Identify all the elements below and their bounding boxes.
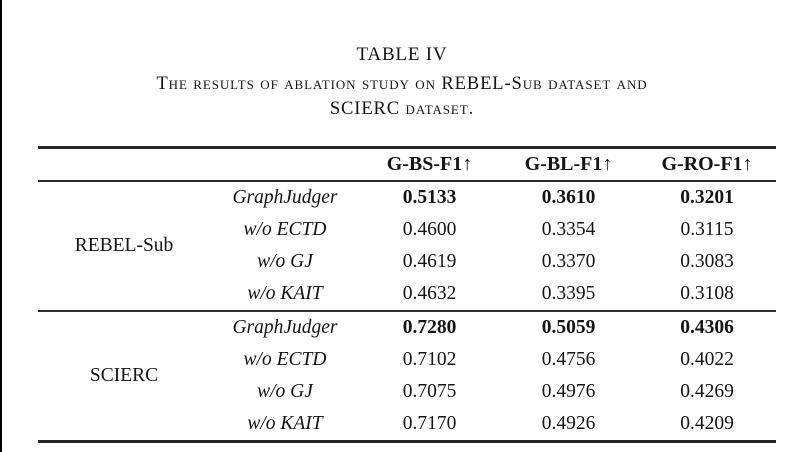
header-bottom-rule	[38, 179, 776, 182]
row-label: w/o KAIT	[247, 283, 323, 304]
metric-value: 0.4022	[680, 349, 734, 370]
metric-value: 0.4269	[680, 381, 734, 402]
metric-value: 0.3115	[680, 219, 734, 240]
metric-value: 0.7102	[402, 349, 457, 370]
metric-value: 0.7170	[402, 413, 457, 434]
row-label: w/o GJ	[257, 251, 313, 272]
metric-value: 0.3610	[541, 187, 596, 208]
metric-value: 0.3354	[541, 219, 596, 240]
table-caption-line1: The results of ablation study on REBEL-S…	[156, 74, 648, 94]
metric-value: 0.3083	[680, 251, 734, 272]
table-caption-line2: SCIERC dataset.	[329, 99, 475, 119]
metric-value: 0.4632	[402, 283, 457, 304]
table-top-rule	[38, 146, 776, 149]
table-number: TABLE IV	[356, 44, 448, 65]
row-label: GraphJudger	[232, 317, 338, 338]
metric-value: 0.4926	[541, 413, 596, 434]
row-label: w/o KAIT	[247, 413, 323, 434]
metric-value: 0.5133	[402, 187, 457, 208]
dataset-label-rebel-sub: REBEL-Sub	[74, 235, 174, 256]
metric-value: 0.3201	[680, 187, 734, 208]
metric-value: 0.4619	[402, 251, 457, 272]
row-label: w/o GJ	[257, 381, 313, 402]
page-left-border	[0, 0, 2, 452]
column-header-gbs-f1: G-BS-F1↑	[386, 152, 473, 175]
metric-value: 0.4209	[680, 413, 734, 434]
metric-value: 0.3370	[541, 251, 596, 272]
metric-value: 0.7075	[402, 381, 457, 402]
metric-value: 0.7280	[402, 317, 457, 338]
metric-value: 0.4756	[541, 349, 596, 370]
table-title-block: TABLE IV The results of ablation study o…	[0, 44, 804, 122]
dataset-label-scierc: SCIERC	[89, 365, 159, 386]
column-header-gbl-f1: G-BL-F1↑	[524, 152, 613, 175]
metric-value: 0.3395	[541, 283, 596, 304]
row-label: w/o ECTD	[243, 219, 327, 240]
row-label: w/o ECTD	[243, 349, 327, 370]
metric-value: 0.3108	[680, 283, 734, 304]
row-label: GraphJudger	[232, 187, 338, 208]
section-scierc: SCIERC GraphJudger 0.7280 0.5059 0.4306 …	[38, 312, 776, 440]
table-caption: The results of ablation study on REBEL-S…	[0, 72, 804, 122]
metric-value: 0.4600	[402, 219, 457, 240]
table-header-row: G-BS-F1↑ G-BL-F1↑ G-RO-F1↑	[38, 149, 776, 180]
metric-value: 0.4976	[541, 381, 596, 402]
metric-value: 0.4306	[680, 317, 734, 338]
table-bottom-rule	[38, 440, 776, 443]
section-divider-rule	[38, 310, 776, 312]
results-table: G-BS-F1↑ G-BL-F1↑ G-RO-F1↑ REBEL-Sub Gra…	[38, 146, 776, 443]
column-header-gro-f1: G-RO-F1↑	[661, 152, 753, 175]
metric-value: 0.5059	[541, 317, 596, 338]
section-rebel-sub: REBEL-Sub GraphJudger 0.5133 0.3610 0.32…	[38, 182, 776, 310]
